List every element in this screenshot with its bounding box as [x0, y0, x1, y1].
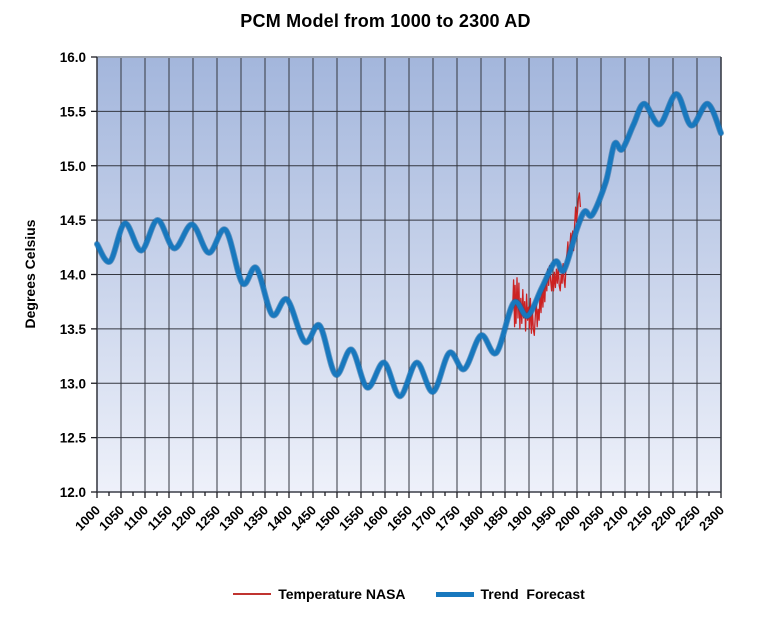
- svg-text:1500: 1500: [312, 503, 343, 534]
- svg-text:16.0: 16.0: [60, 50, 86, 65]
- svg-text:1450: 1450: [288, 503, 319, 534]
- svg-text:13.0: 13.0: [60, 376, 86, 391]
- svg-text:14.0: 14.0: [60, 268, 86, 283]
- svg-text:1100: 1100: [121, 503, 152, 534]
- svg-text:15.0: 15.0: [60, 159, 86, 174]
- svg-text:13.5: 13.5: [60, 322, 87, 337]
- legend-item-trend-forecast: Trend Forecast: [435, 586, 585, 602]
- svg-text:1250: 1250: [192, 503, 223, 534]
- svg-text:1050: 1050: [96, 503, 127, 534]
- svg-text:2250: 2250: [672, 503, 703, 534]
- svg-text:12.5: 12.5: [60, 431, 87, 446]
- legend: Temperature NASA Trend Forecast: [97, 586, 721, 602]
- legend-line-temperature-nasa: [233, 593, 272, 595]
- svg-text:1750: 1750: [432, 503, 463, 534]
- svg-text:2150: 2150: [624, 503, 655, 534]
- legend-item-temperature-nasa: Temperature NASA: [233, 586, 406, 602]
- svg-text:12.0: 12.0: [60, 485, 86, 500]
- y-tick-labels: 16.0 15.5 15.0 14.5 14.0 13.5 13.0 12.5 12.0: [60, 50, 87, 500]
- svg-text:1350: 1350: [240, 503, 271, 534]
- svg-text:1550: 1550: [336, 503, 367, 534]
- svg-text:2000: 2000: [552, 503, 583, 534]
- svg-text:1900: 1900: [504, 503, 535, 534]
- svg-text:1600: 1600: [360, 503, 391, 534]
- x-tick-labels: 1000105011001150120012501300135014001450…: [72, 503, 727, 534]
- svg-text:1950: 1950: [528, 503, 559, 534]
- svg-text:1000: 1000: [72, 503, 103, 534]
- svg-text:1150: 1150: [145, 503, 176, 534]
- legend-line-trend-forecast: [435, 591, 474, 597]
- legend-label-temperature-nasa: Temperature NASA: [278, 586, 406, 602]
- svg-text:2300: 2300: [696, 503, 727, 534]
- svg-text:1850: 1850: [480, 503, 511, 534]
- svg-text:1800: 1800: [456, 503, 487, 534]
- legend-label-trend-forecast: Trend Forecast: [480, 586, 585, 602]
- svg-text:1650: 1650: [384, 503, 415, 534]
- svg-text:1300: 1300: [216, 503, 247, 534]
- svg-text:15.5: 15.5: [60, 104, 87, 119]
- trend-forecast-line: [94, 91, 724, 399]
- svg-text:2100: 2100: [600, 503, 631, 534]
- svg-text:2200: 2200: [648, 503, 679, 534]
- svg-text:2050: 2050: [576, 503, 607, 534]
- svg-text:1400: 1400: [264, 503, 295, 534]
- svg-text:14.5: 14.5: [60, 213, 87, 228]
- svg-text:1700: 1700: [408, 503, 439, 534]
- axis-ticks: [91, 56, 722, 498]
- chart-title: PCM Model from 1000 to 2300 AD: [240, 11, 531, 31]
- svg-text:1200: 1200: [168, 503, 199, 534]
